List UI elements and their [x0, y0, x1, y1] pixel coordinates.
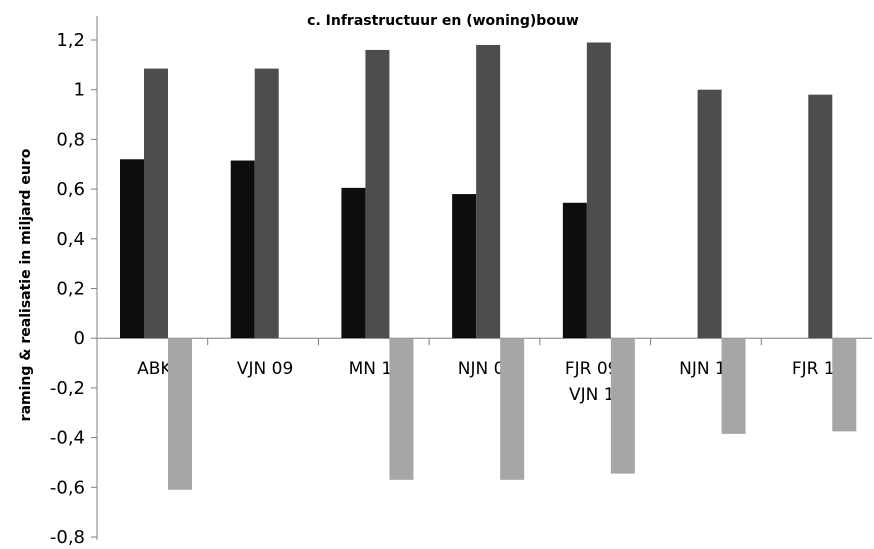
bar-series-3	[500, 338, 525, 480]
y-tick-label: -0,4	[50, 428, 85, 449]
bar-series-1	[230, 160, 255, 339]
bar-series-1	[452, 194, 477, 339]
y-tick-label: 0,4	[56, 229, 85, 250]
bar-series-2	[144, 68, 168, 339]
bar-series-2	[808, 94, 833, 339]
bar-series-1	[562, 202, 587, 339]
y-tick-label: 0,8	[56, 129, 85, 150]
bar-series-1	[120, 159, 144, 339]
bar-series-3	[610, 338, 635, 474]
x-tick-label: MN 10	[349, 359, 403, 379]
bar-series-1	[341, 187, 366, 339]
y-tick-label: -0,2	[50, 378, 85, 399]
chart-title: c. Infrastructuur en (woning)bouw	[307, 13, 579, 29]
bar-series-3	[721, 338, 746, 434]
x-tick-label: FJR 10	[792, 359, 846, 379]
y-axis-label: raming & realisatie in miljard euro	[18, 148, 34, 421]
x-tick-label: VJN 09	[237, 359, 293, 379]
bar-series-2	[476, 44, 501, 339]
bar-series-2	[697, 89, 722, 339]
plot-area: -0,8 -0,6 -0,4 -0,2 0 0,2 0,4 0,6 0,8 1 1,2 ABK VJN …	[50, 16, 872, 548]
y-tick-label: 1	[74, 80, 85, 101]
y-tick-label: 0,6	[56, 179, 85, 200]
bar-series-2	[254, 68, 279, 339]
bar-series-3	[832, 338, 857, 432]
bar-series-3	[389, 338, 414, 480]
y-tick-label: -0,8	[50, 527, 85, 548]
bar-series-2	[365, 49, 390, 339]
bar-series-2	[586, 42, 611, 339]
y-tick-label: 0,2	[56, 279, 85, 300]
y-tick-label: -0,6	[50, 477, 85, 498]
y-tick-label: 0	[74, 328, 85, 349]
bar-series-3	[168, 338, 192, 490]
y-tick-label: 1,2	[56, 30, 85, 51]
x-tick-label: ABK	[137, 359, 172, 379]
